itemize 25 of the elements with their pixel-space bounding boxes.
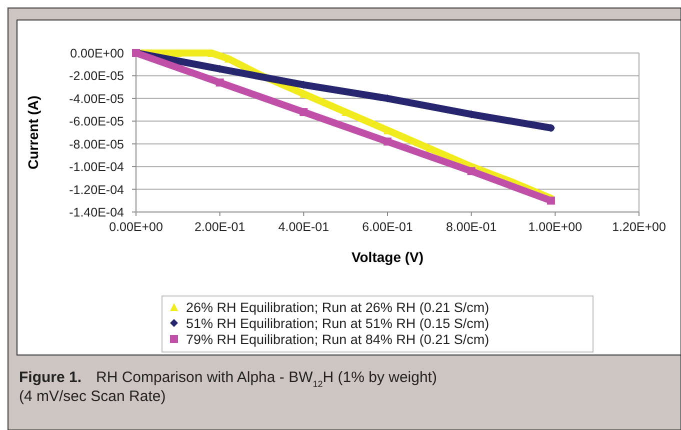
y-tick-label: -2.00E-05 (69, 69, 124, 84)
y-tick-label: -1.40E-04 (69, 206, 124, 220)
y-tick-label: -6.00E-05 (69, 114, 124, 129)
x-tick-label: 4.00E-01 (278, 220, 330, 234)
x-axis-title: Voltage (V) (351, 249, 424, 265)
point (174, 49, 182, 57)
y-tick-label: 0.00E+00 (70, 46, 124, 60)
text: RH Comparison with Alpha - BW$_{12}$H (1% by weight) (96, 369, 437, 389)
y-tick-label: -1.00E-04 (69, 160, 124, 174)
x-tick-label: 0.00E+00 (109, 220, 163, 234)
y-tick-label: -4.00E-05 (69, 92, 124, 106)
legend-label: 79% RH Equilibration; Run at 84% RH (0.21 S/cm) (186, 332, 490, 347)
x-tick-label: 1.20E+00 (612, 220, 666, 234)
x-tick-label: 6.00E-01 (362, 220, 413, 234)
x-tick-label: 1.00E+00 (528, 220, 582, 234)
y-tick-label: -8.00E-05 (69, 137, 124, 152)
y-tick-label: -1.20E-04 (69, 182, 124, 197)
legend-label: 51% RH Equilibration; Run at 51% RH (0.15 S/cm) (186, 316, 490, 331)
point (546, 196, 555, 205)
text: (4 mV/sec Scan Rate) (19, 388, 166, 405)
y-axis-title: Current (A) (25, 96, 41, 170)
x-tick-label: 2.00E-01 (194, 220, 246, 234)
caption: Figure 1. (19, 369, 82, 386)
x-tick-label: 8.00E-01 (446, 220, 497, 234)
legend-label: 26% RH Equilibration; Run at 26% RH (0.21 S/cm) (186, 300, 490, 315)
